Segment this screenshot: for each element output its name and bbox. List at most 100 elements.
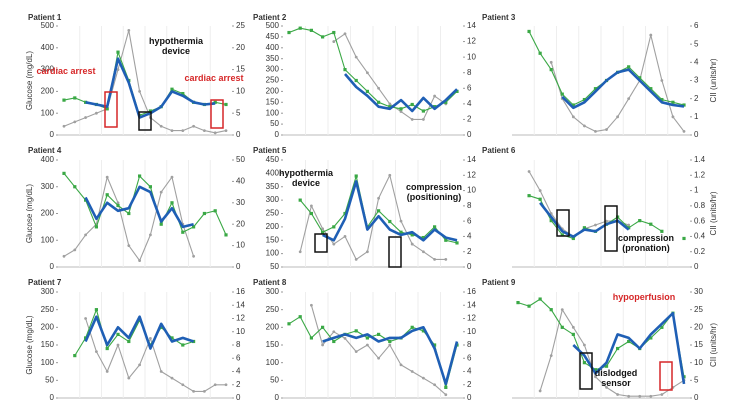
y2-tick-label: 14 bbox=[236, 300, 245, 309]
y-tick-label: 150 bbox=[266, 340, 280, 349]
marker bbox=[433, 383, 436, 387]
highlight-box bbox=[314, 233, 328, 253]
marker bbox=[638, 394, 642, 398]
y-tick-label: 150 bbox=[266, 235, 280, 244]
marker bbox=[527, 304, 531, 308]
y2-tick-label: 1 bbox=[694, 186, 699, 195]
y2-tick-label: 0 bbox=[467, 262, 472, 271]
y2-tick-label: 25 bbox=[694, 305, 703, 314]
marker bbox=[224, 102, 228, 107]
series-line bbox=[539, 309, 685, 397]
highlight-box bbox=[388, 236, 402, 268]
marker bbox=[181, 129, 185, 133]
marker bbox=[170, 129, 174, 133]
marker bbox=[343, 235, 347, 238]
marker bbox=[410, 102, 414, 107]
marker bbox=[377, 209, 381, 213]
marker bbox=[287, 322, 291, 326]
y2-tick-label: 14 bbox=[467, 300, 476, 309]
marker bbox=[365, 89, 369, 93]
y-tick-label: 100 bbox=[41, 108, 55, 117]
y2-tick-label: 6 bbox=[236, 353, 241, 362]
marker bbox=[682, 236, 686, 241]
y2-tick-label: 20 bbox=[236, 43, 245, 52]
y-tick-label: 50 bbox=[45, 375, 54, 384]
marker bbox=[298, 250, 302, 254]
marker bbox=[343, 32, 347, 36]
marker bbox=[343, 68, 347, 72]
annotation: hypothermia device bbox=[278, 168, 333, 188]
y-tick-label: 350 bbox=[266, 54, 280, 63]
y2-tick-label: 6 bbox=[467, 353, 472, 362]
marker bbox=[298, 198, 302, 202]
panel-title: Patient 8 bbox=[253, 278, 287, 287]
marker bbox=[116, 203, 120, 208]
y-tick-label: 0 bbox=[275, 393, 280, 402]
marker bbox=[343, 211, 347, 216]
y-axis-label: Glucose (mg/dL) bbox=[25, 184, 34, 243]
marker bbox=[604, 364, 609, 368]
marker bbox=[84, 317, 87, 320]
y-tick-label: 300 bbox=[266, 287, 280, 296]
y2-tick-label: 12 bbox=[467, 37, 476, 46]
marker bbox=[170, 175, 174, 179]
marker bbox=[192, 124, 196, 128]
marker bbox=[84, 336, 88, 340]
marker bbox=[660, 229, 664, 233]
highlight-box bbox=[604, 205, 618, 252]
highlight-box bbox=[210, 99, 224, 129]
marker bbox=[377, 86, 380, 90]
y-tick-label: 100 bbox=[41, 358, 55, 367]
series-line bbox=[85, 318, 226, 392]
marker bbox=[616, 393, 619, 396]
marker bbox=[516, 301, 520, 305]
annotation: hypothermia device bbox=[148, 36, 203, 56]
y2-tick-label: 30 bbox=[694, 287, 703, 296]
y2-tick-label: 8 bbox=[467, 340, 472, 349]
marker bbox=[62, 98, 66, 102]
y-tick-label: 0 bbox=[50, 262, 55, 271]
marker bbox=[73, 185, 77, 189]
y-tick-label: 500 bbox=[266, 21, 280, 30]
y-tick-label: 250 bbox=[266, 305, 280, 314]
marker bbox=[159, 370, 163, 373]
marker bbox=[527, 170, 531, 173]
marker bbox=[84, 100, 88, 104]
y2-tick-label: 10 bbox=[694, 358, 703, 367]
panel-title: Patient 3 bbox=[482, 13, 516, 22]
y2-tick-label: 8 bbox=[467, 68, 472, 77]
panel: Patient 5 50 100 150 200 250 300 350 400 450 0 2 4 6 8… bbox=[253, 146, 476, 271]
marker bbox=[105, 346, 109, 351]
y2-tick-label: 10 bbox=[467, 52, 476, 61]
marker bbox=[388, 102, 392, 106]
marker bbox=[310, 303, 313, 307]
y-tick-label: 150 bbox=[266, 97, 280, 106]
marker bbox=[105, 193, 109, 197]
y-tick-label: 250 bbox=[266, 209, 280, 218]
panel: Patient 6 0 0.2 0.4 0.6 0.8 1 1.2 1.4 CII (units/… bbox=[482, 146, 718, 271]
marker bbox=[224, 233, 228, 237]
panel: Patient 9 0 5 10 15 20 25 30 CII (units/hr) bbox=[482, 278, 718, 402]
marker bbox=[287, 30, 291, 35]
y2-tick-label: 10 bbox=[236, 87, 245, 96]
marker bbox=[399, 363, 403, 367]
marker bbox=[321, 343, 324, 347]
marker bbox=[538, 189, 542, 192]
y2-tick-label: 2 bbox=[467, 380, 472, 389]
marker bbox=[332, 225, 336, 229]
marker bbox=[321, 35, 325, 39]
marker bbox=[388, 343, 392, 347]
marker bbox=[365, 336, 369, 340]
marker bbox=[94, 308, 98, 312]
annotation: compression (pronation) bbox=[617, 233, 675, 253]
marker bbox=[388, 219, 392, 224]
annotation: compression (positioning) bbox=[405, 182, 463, 202]
marker bbox=[366, 343, 369, 347]
marker bbox=[181, 91, 185, 96]
y2-tick-label: 0 bbox=[694, 393, 699, 402]
marker bbox=[354, 350, 358, 354]
marker bbox=[127, 28, 131, 32]
marker bbox=[593, 368, 598, 372]
marker bbox=[377, 196, 380, 200]
marker bbox=[399, 230, 403, 234]
